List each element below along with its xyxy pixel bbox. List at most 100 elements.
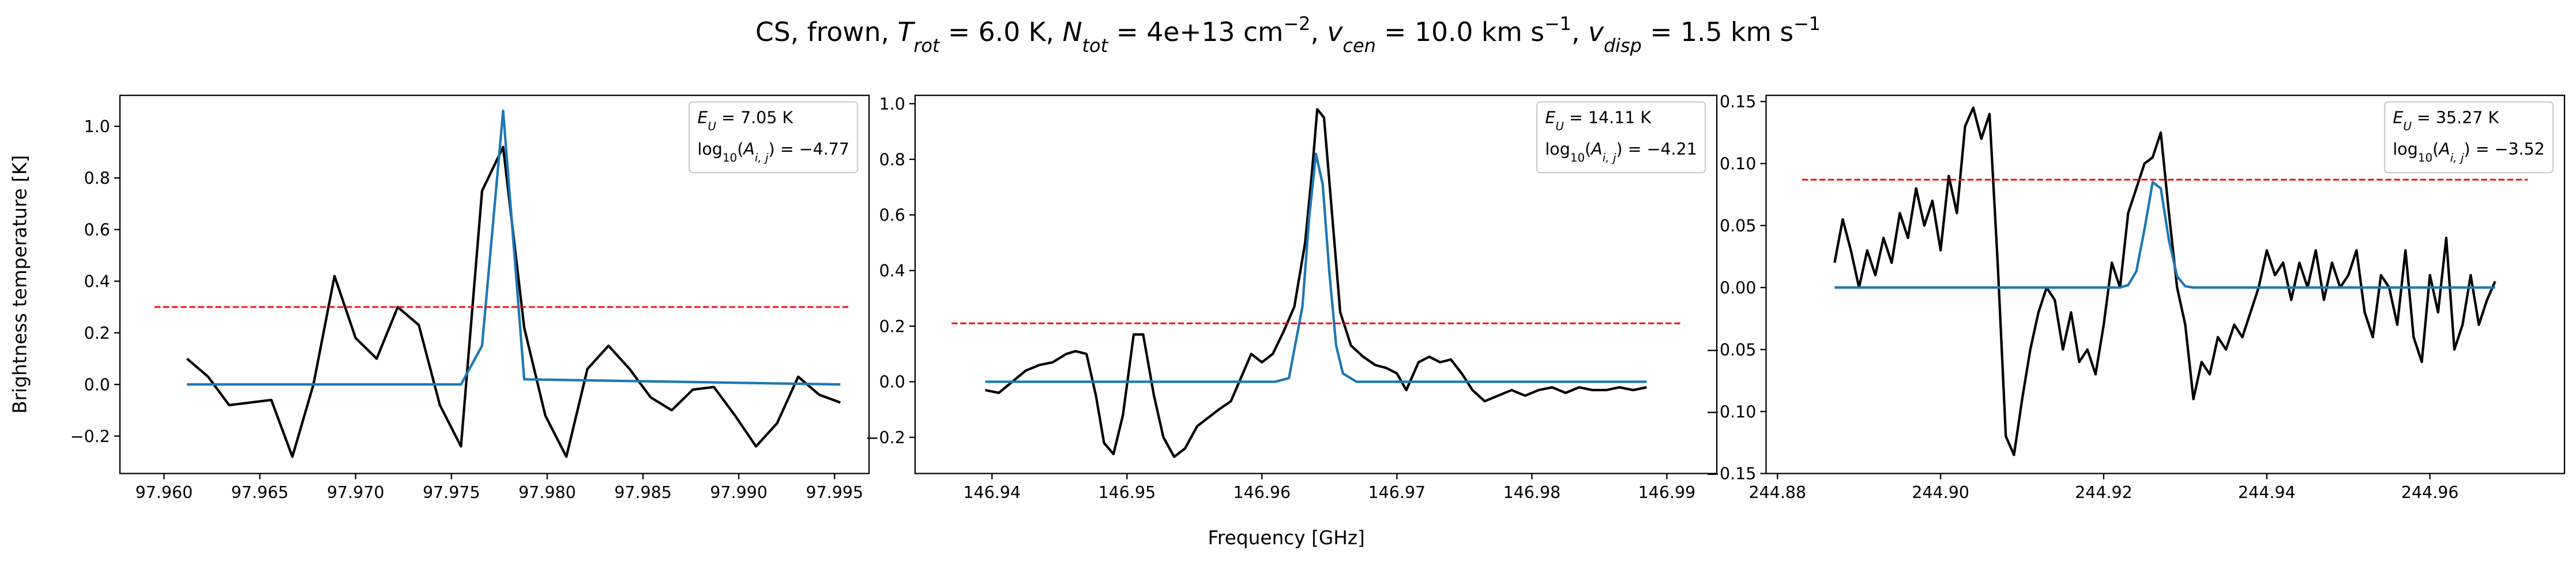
spectrum-line	[1834, 181, 2495, 289]
text-run: E	[2393, 108, 2403, 128]
text-run: A	[1590, 140, 1602, 159]
x-tick-label: 97.990	[710, 483, 768, 502]
x-tick-label: 97.985	[614, 483, 672, 502]
text-run: ) = −4.21	[1616, 140, 1697, 159]
y-tick-label: 0.4	[879, 261, 905, 280]
text-run: E	[1545, 108, 1555, 128]
annotation-text: EU = 7.05 K	[697, 108, 794, 133]
text-run: i, j	[1603, 151, 1616, 164]
y-tick-label: 0.8	[84, 169, 110, 188]
subplot: −0.15 −0.10 −0.05 0.00 0.05 0.10 0.15 244.88 244…	[1706, 92, 2566, 502]
text-run: A	[2438, 140, 2450, 159]
text-run: U	[708, 119, 716, 133]
text-run: = 35.27 K	[2412, 108, 2500, 128]
x-tick-label: 146.94	[963, 483, 1021, 502]
text-run: N	[1062, 17, 1082, 47]
y-tick-label: 0.00	[1720, 278, 1756, 297]
spectrum-line	[985, 108, 1647, 458]
annotation-box: EU = 35.27 K log10(Ai, j) = −3.52	[2384, 101, 2554, 174]
text-run: i, j	[2450, 151, 2464, 164]
x-tick-label: 97.965	[231, 483, 289, 502]
x-tick-label: 146.98	[1503, 483, 1561, 502]
y-tick-label: 0.2	[84, 324, 110, 343]
text-run: 10	[723, 151, 737, 164]
x-tick-label: 244.94	[2238, 483, 2296, 502]
plot-area	[154, 109, 850, 458]
subplot: −0.2 0.0 0.2 0.4 0.6 0.8 1.0 146.94 146.95 146.96…	[866, 95, 1718, 502]
y-tick-label: 0.05	[1720, 216, 1756, 235]
text-run: −2	[1283, 13, 1310, 35]
text-run: = 10.0 km s	[1376, 17, 1544, 47]
text-run: E	[697, 108, 708, 128]
plot-area	[1802, 106, 2528, 457]
x-tick-label: 97.995	[806, 483, 863, 502]
x-tick-label: 97.960	[136, 483, 193, 502]
plot-area	[952, 108, 1680, 458]
text-run: 10	[1570, 151, 1585, 164]
text-run: log	[697, 140, 722, 159]
text-run: A	[742, 140, 754, 159]
x-tick-label: 244.92	[2075, 483, 2133, 502]
text-run: disp	[1604, 35, 1642, 57]
text-run: U	[1555, 119, 1564, 133]
axes-frame	[1765, 95, 2566, 474]
figure-title: CS, frown, Trot = 6.0 K, Ntot = 4e+13 cm…	[755, 13, 1821, 57]
spectrum-line	[187, 109, 841, 386]
y-tick-label: 0.2	[879, 317, 905, 336]
text-run: (	[737, 140, 743, 159]
text-run: (	[2432, 140, 2439, 159]
x-tick-label: 146.96	[1233, 483, 1291, 502]
annotation-text: EU = 14.11 K	[1545, 108, 1652, 133]
text-run: ) = −4.77	[769, 140, 849, 159]
text-run: log	[1545, 140, 1570, 159]
text-run: = 6.0 K,	[939, 17, 1062, 47]
x-tick-label: 146.95	[1098, 483, 1156, 502]
text-run: cen	[1342, 35, 1375, 57]
annotation-text: log10(Ai, j) = −3.52	[2393, 140, 2544, 164]
y-tick-label: 0.0	[879, 373, 905, 392]
y-axis-label: Brightness temperature [K]	[9, 155, 31, 414]
text-run: −1	[1544, 13, 1571, 35]
y-tick-label: 0.15	[1720, 92, 1756, 111]
annotation-frame	[689, 101, 859, 174]
text-run: ) = −3.52	[2464, 140, 2545, 159]
text-run: log	[2393, 140, 2417, 159]
x-tick-label: 97.970	[327, 483, 385, 502]
text-run: = 1.5 km s	[1642, 17, 1793, 47]
y-tick-label: −0.2	[70, 427, 110, 446]
x-tick-label: 244.88	[1748, 483, 1806, 502]
text-run: (	[1585, 140, 1591, 159]
y-tick-label: 0.6	[879, 206, 905, 225]
y-tick-label: −0.2	[866, 428, 905, 447]
text-run: U	[2403, 119, 2412, 133]
y-tick-label: 0.8	[879, 150, 905, 169]
text-run: tot	[1082, 35, 1109, 57]
y-tick-label: 0.10	[1720, 155, 1756, 174]
text-run: = 4e+13 cm	[1108, 17, 1283, 47]
text-run: = 7.05 K	[716, 108, 794, 128]
text-run: i, j	[755, 151, 769, 164]
text-run: rot	[913, 35, 941, 57]
x-tick-label: 97.975	[423, 483, 480, 502]
annotation-text: EU = 35.27 K	[2393, 108, 2499, 133]
x-tick-label: 146.97	[1368, 483, 1426, 502]
text-run: T	[897, 17, 915, 47]
y-tick-label: −0.10	[1706, 402, 1756, 421]
y-tick-label: 0.4	[84, 272, 110, 291]
x-tick-label: 244.90	[1912, 483, 1969, 502]
text-run: ,	[1571, 17, 1588, 47]
axes-frame	[119, 95, 870, 474]
y-tick-label: 1.0	[879, 95, 905, 114]
text-run: ,	[1310, 17, 1327, 47]
y-tick-label: 0.6	[84, 220, 110, 240]
x-axis-label: Frequency [GHz]	[1208, 527, 1364, 549]
annotation-text: log10(Ai, j) = −4.21	[1545, 140, 1697, 164]
text-run: v	[1588, 17, 1604, 47]
text-run: CS, frown,	[755, 17, 898, 47]
y-tick-label: −0.15	[1706, 465, 1756, 484]
subplot: −0.2 0.0 0.2 0.4 0.6 0.8 1.0 97.960 97.965 97.970…	[70, 95, 870, 502]
y-tick-label: 0.0	[84, 375, 110, 394]
y-tick-label: 1.0	[84, 117, 110, 136]
